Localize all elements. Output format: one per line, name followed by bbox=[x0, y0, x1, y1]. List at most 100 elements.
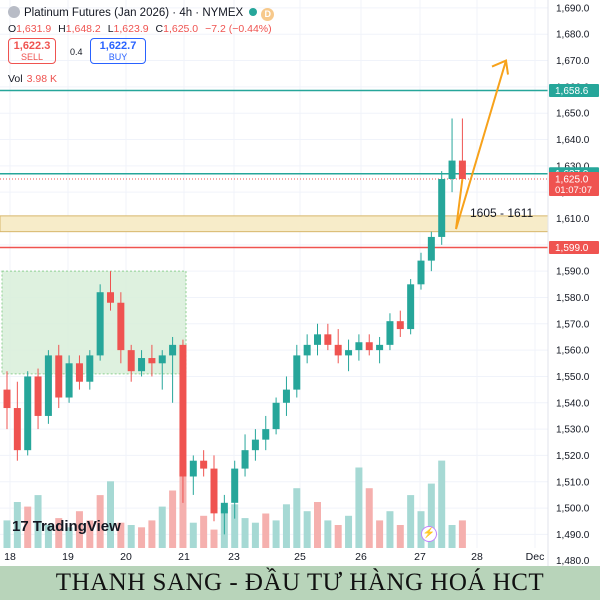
author-banner: THANH SANG - ĐẦU TƯ HÀNG HOÁ HCT bbox=[0, 566, 600, 600]
candle-body bbox=[448, 160, 456, 180]
buy-button[interactable]: 1,622.7 BUY bbox=[90, 38, 146, 64]
candle-body bbox=[345, 350, 353, 356]
volume-legend[interactable]: Vol 3.98 K bbox=[8, 73, 57, 85]
price-level-tag-bg bbox=[549, 240, 599, 254]
bar-countdown: 01:07:07 bbox=[555, 185, 592, 196]
volume-bar bbox=[200, 515, 208, 548]
price-tick-label: 1,590.0 bbox=[556, 267, 590, 278]
volume-bar bbox=[427, 483, 435, 548]
candle-body bbox=[148, 358, 156, 364]
candle-body bbox=[458, 160, 466, 180]
candle-body bbox=[65, 363, 73, 398]
time-tick-label: 28 bbox=[471, 551, 483, 563]
price-tick-label: 1,680.0 bbox=[556, 30, 590, 41]
sell-button[interactable]: 1,622.3 SELL bbox=[8, 38, 56, 64]
consolidation-box bbox=[1, 270, 187, 375]
volume-bar bbox=[96, 495, 104, 548]
tradingview-logo[interactable]: 17 TradingView bbox=[12, 518, 121, 535]
volume-bar bbox=[345, 515, 353, 548]
price-tick-label: 1,580.0 bbox=[556, 293, 590, 304]
price-tick-label: 1,550.0 bbox=[556, 372, 590, 383]
volume-bar bbox=[3, 520, 11, 548]
candle-body bbox=[407, 284, 415, 330]
price-tick-label: 1,520.0 bbox=[556, 451, 590, 462]
price-tick-label: 1,650.0 bbox=[556, 109, 590, 120]
delayed-data-badge[interactable]: D bbox=[261, 8, 275, 21]
volume-bar bbox=[438, 460, 446, 548]
price-tick-label: 1,690.0 bbox=[556, 3, 590, 14]
time-tick-label: 19 bbox=[62, 551, 74, 563]
price-tick-label: 1,480.0 bbox=[556, 556, 590, 567]
volume-bar bbox=[117, 522, 125, 548]
close-value: 1,625.0 bbox=[163, 23, 199, 35]
volume-bar bbox=[44, 525, 52, 548]
time-tick-label: 18 bbox=[4, 551, 16, 563]
volume-bar bbox=[282, 504, 290, 548]
volume-bar bbox=[24, 506, 32, 548]
candle-body bbox=[251, 439, 259, 451]
candle-body bbox=[365, 342, 373, 351]
open-value: 1,631.9 bbox=[16, 23, 52, 35]
candle-body bbox=[138, 358, 146, 372]
volume-bar bbox=[334, 525, 342, 548]
volume-bar bbox=[65, 527, 73, 548]
candle-body bbox=[34, 376, 42, 416]
candle-body bbox=[427, 236, 435, 261]
candle-body bbox=[44, 355, 52, 416]
price-tick-label: 1,630.0 bbox=[556, 161, 590, 172]
volume-bar bbox=[148, 520, 156, 548]
price-level-tag: 1,599.0 bbox=[555, 243, 589, 254]
time-tick-label: 25 bbox=[294, 551, 306, 563]
tradingview-name: TradingView bbox=[32, 518, 121, 535]
volume-bar bbox=[396, 525, 404, 548]
market-open-icon bbox=[249, 8, 258, 16]
volume-bar bbox=[179, 460, 187, 548]
candle-body bbox=[272, 402, 280, 430]
candle-body bbox=[189, 460, 197, 477]
volume-bar bbox=[272, 520, 280, 548]
candle-body bbox=[262, 429, 270, 440]
candle-body bbox=[386, 321, 394, 345]
price-tick-label: 1,670.0 bbox=[556, 56, 590, 67]
candle-body bbox=[396, 321, 404, 330]
support-zone bbox=[0, 215, 549, 233]
volume-bar bbox=[158, 506, 166, 548]
candle-body bbox=[158, 355, 166, 364]
candle-body bbox=[438, 179, 446, 237]
lightning-icon[interactable]: ⚡ bbox=[421, 526, 437, 542]
price-level-tag: 1,658.6 bbox=[555, 86, 589, 97]
high-label: H bbox=[58, 23, 66, 35]
volume-bar bbox=[127, 525, 135, 548]
time-tick-label: 26 bbox=[355, 551, 367, 563]
candle-body bbox=[200, 460, 208, 469]
symbol-header[interactable]: Platinum Futures (Jan 2026) · 4h · NYMEX… bbox=[8, 6, 275, 21]
high-value: 1,648.2 bbox=[65, 23, 101, 35]
time-tick-label: 21 bbox=[178, 551, 190, 563]
symbol-title: Platinum Futures (Jan 2026) · 4h · NYMEX bbox=[24, 7, 244, 19]
price-tick-label: 1,530.0 bbox=[556, 425, 590, 436]
tradingview-mark-icon: 17 bbox=[12, 518, 29, 535]
candle-body bbox=[107, 292, 114, 303]
volume-bar bbox=[13, 502, 21, 548]
candle-body bbox=[75, 363, 83, 382]
price-tick-label: 1,610.0 bbox=[556, 214, 590, 225]
sell-price: 1,622.3 bbox=[13, 40, 51, 52]
candle-body bbox=[417, 260, 425, 285]
volume-bar bbox=[376, 520, 384, 548]
time-tick-label: 20 bbox=[120, 551, 132, 563]
volume-bar bbox=[303, 511, 311, 548]
volume-bar bbox=[293, 488, 301, 548]
price-tick-label: 1,640.0 bbox=[556, 135, 590, 146]
candle-body bbox=[117, 302, 125, 351]
volume-bar bbox=[210, 529, 218, 548]
candle-body bbox=[324, 334, 332, 345]
candle-body bbox=[282, 389, 290, 403]
volume-bar bbox=[314, 502, 321, 548]
volume-bar bbox=[407, 495, 415, 548]
candle-body bbox=[55, 355, 63, 398]
candle-body bbox=[96, 292, 104, 356]
candle-body bbox=[86, 355, 94, 382]
buy-price: 1,622.7 bbox=[99, 40, 137, 52]
open-label: O bbox=[8, 23, 17, 35]
